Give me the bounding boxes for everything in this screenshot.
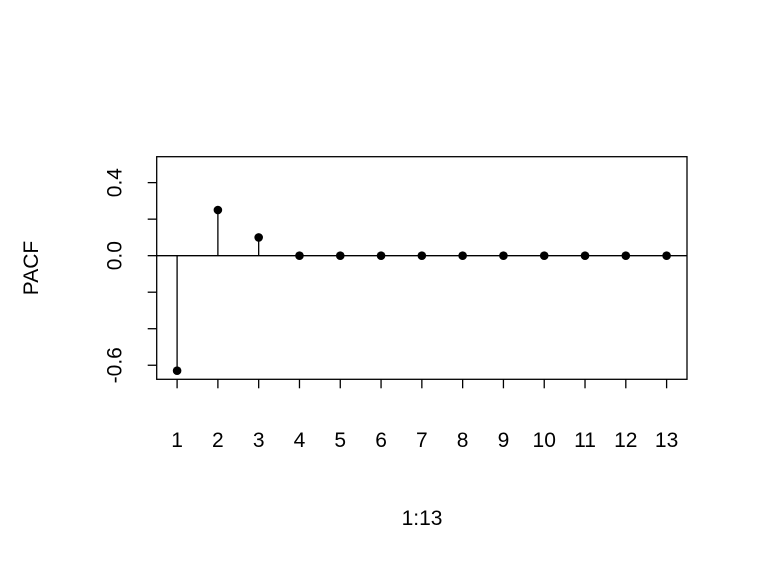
x-tick-label: 5: [334, 429, 346, 452]
point-6: [376, 251, 386, 260]
y-tick-label: 0.4: [104, 168, 127, 198]
point-5: [335, 251, 345, 260]
point-4: [295, 251, 304, 260]
point-3: [254, 233, 263, 242]
y-axis-label: PACF: [20, 241, 43, 295]
x-tick-label: 2: [212, 429, 224, 452]
point-13: [662, 251, 671, 260]
x-tick-label: 4: [294, 429, 306, 452]
x-tick-label: 13: [655, 429, 678, 452]
x-tick-label: 12: [614, 429, 637, 452]
point-7: [417, 251, 427, 260]
point-11: [580, 251, 590, 260]
point-12: [621, 251, 631, 260]
x-tick-label: 8: [457, 429, 469, 452]
y-tick-label: -0.6: [104, 347, 127, 383]
point-10: [539, 251, 549, 260]
x-tick-label: 10: [533, 429, 556, 452]
point-2: [213, 205, 223, 215]
point-8: [458, 251, 467, 260]
plot-box: [156, 156, 688, 380]
x-tick-label: 7: [416, 429, 428, 452]
x-axis-label: 1:13: [402, 507, 443, 530]
y-tick-label: 0.0: [104, 241, 127, 270]
x-tick-label: 11: [574, 429, 596, 452]
point-9: [499, 251, 508, 260]
point-1: [172, 366, 182, 376]
x-tick-label: 6: [375, 429, 387, 452]
x-tick-label: 3: [253, 429, 265, 452]
x-tick-label: 1: [171, 429, 183, 452]
x-tick-label: 9: [498, 429, 510, 452]
